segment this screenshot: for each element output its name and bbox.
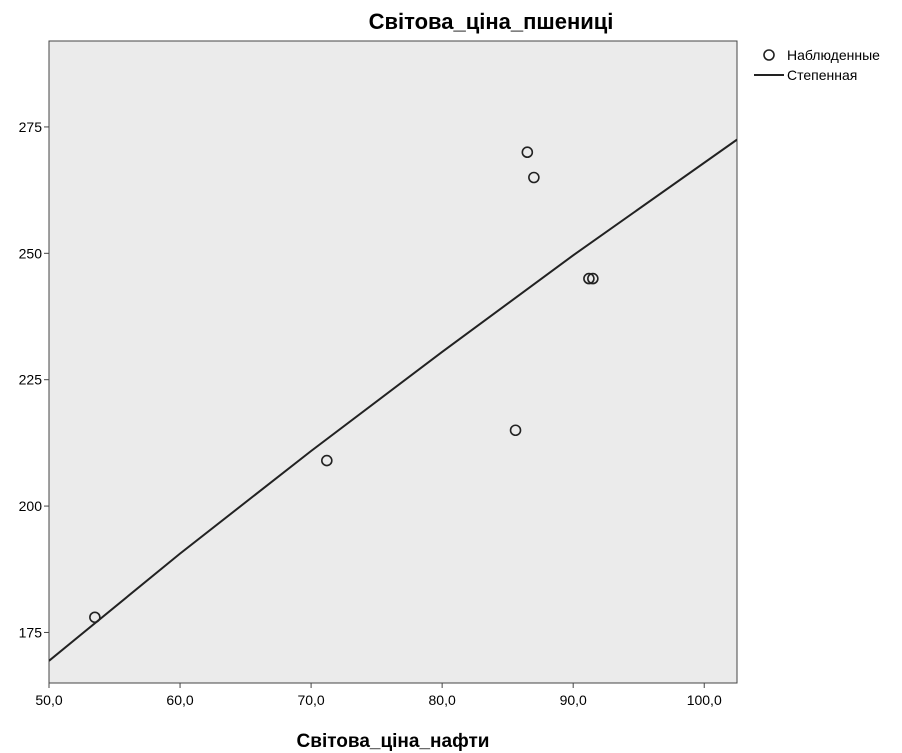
x-axis: 50,0 60,0 70,0 80,0 90,0 100,0	[35, 683, 722, 708]
legend-marker-observed	[763, 49, 775, 61]
x-tick-label: 50,0	[35, 692, 62, 708]
y-tick-label: 200	[19, 498, 43, 514]
legend-label-observed: Наблюденные	[787, 47, 880, 63]
data-point	[583, 272, 595, 285]
legend: Наблюденные Степенная	[754, 47, 880, 83]
data-point	[587, 272, 599, 285]
y-axis: 175 200 225 250 275	[19, 119, 49, 640]
y-tick-label: 275	[19, 119, 43, 135]
legend-label-power: Степенная	[787, 67, 857, 83]
x-tick-label: 70,0	[297, 692, 324, 708]
data-point	[89, 611, 101, 624]
fit-line	[49, 138, 737, 662]
x-tick-label: 60,0	[166, 692, 193, 708]
x-tick-label: 100,0	[687, 692, 722, 708]
data-point	[521, 146, 534, 159]
chart-title: Світова_ціна_пшениці	[369, 9, 614, 34]
y-tick-label: 225	[19, 372, 43, 388]
x-tick-label: 80,0	[429, 692, 456, 708]
series-lines	[49, 138, 737, 662]
x-axis-title: Світова_ціна_нафти	[297, 731, 490, 752]
x-tick-label: 90,0	[560, 692, 587, 708]
data-point	[528, 171, 540, 184]
data-point	[321, 454, 333, 467]
data-point	[509, 424, 522, 437]
y-tick-label: 250	[19, 245, 43, 261]
series-points	[89, 146, 599, 624]
plot-area	[48, 40, 738, 684]
y-tick-label: 175	[19, 624, 43, 640]
